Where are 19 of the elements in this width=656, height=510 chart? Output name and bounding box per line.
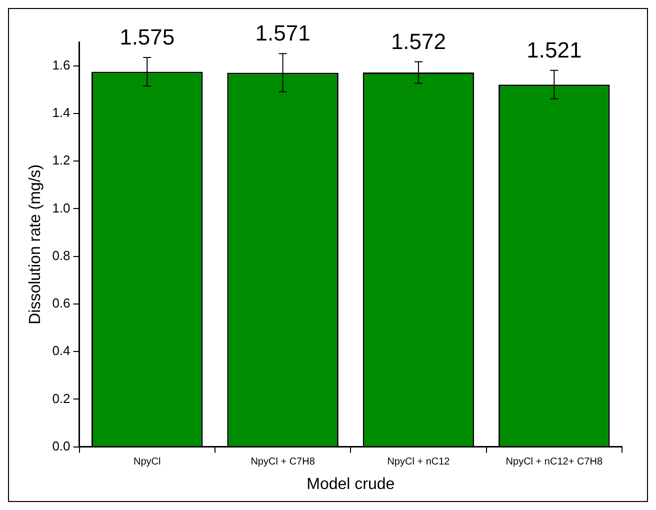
y-tick-label: 0.6 [52,296,70,311]
y-tick-label: 0.0 [52,438,70,454]
x-tick-label: NpyCl + C7H8 [250,456,316,468]
data-label: 1.575 [120,24,175,50]
data-label: 1.572 [390,28,446,54]
y-tick-label: 1.6 [52,57,70,72]
data-label: 1.571 [255,20,310,46]
y-tick-label: 1.0 [52,200,70,216]
x-tick-label: NpyCl [133,456,161,468]
y-tick-label: 0.8 [52,248,70,263]
x-axis-title: Model crude [306,476,395,493]
y-tick-label: 0.4 [52,343,70,358]
x-tick-label: NpyCl + nC12+ C7H8 [506,456,603,468]
y-tick-label: 1.2 [52,152,70,168]
y-tick-label: 1.4 [52,105,70,120]
y-axis-title: Dissolution rate (mg/s) [27,164,44,324]
data-label: 1.521 [526,37,582,62]
y-tick-label: 0.2 [52,390,70,406]
x-tick-label: NpyCl + nC12 [387,456,450,468]
